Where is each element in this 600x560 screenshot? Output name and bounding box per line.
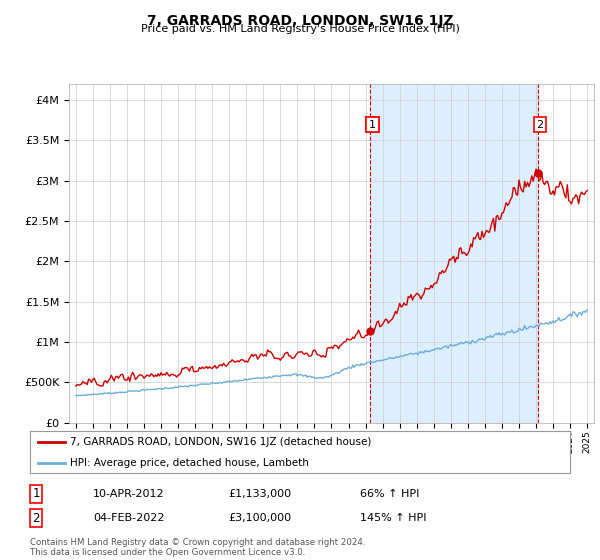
Text: 10-APR-2012: 10-APR-2012 <box>93 489 164 499</box>
Text: Price paid vs. HM Land Registry's House Price Index (HPI): Price paid vs. HM Land Registry's House … <box>140 24 460 34</box>
Text: HPI: Average price, detached house, Lambeth: HPI: Average price, detached house, Lamb… <box>71 458 310 468</box>
Text: £3,100,000: £3,100,000 <box>228 513 291 523</box>
Text: 04-FEB-2022: 04-FEB-2022 <box>93 513 164 523</box>
Text: 145% ↑ HPI: 145% ↑ HPI <box>360 513 427 523</box>
Text: 2: 2 <box>32 511 40 525</box>
Text: £1,133,000: £1,133,000 <box>228 489 291 499</box>
Text: Contains HM Land Registry data © Crown copyright and database right 2024.
This d: Contains HM Land Registry data © Crown c… <box>30 538 365 557</box>
Text: 66% ↑ HPI: 66% ↑ HPI <box>360 489 419 499</box>
Text: 2: 2 <box>536 120 544 130</box>
Text: 1: 1 <box>369 120 376 130</box>
Text: 1: 1 <box>32 487 40 501</box>
Text: 7, GARRADS ROAD, LONDON, SW16 1JZ: 7, GARRADS ROAD, LONDON, SW16 1JZ <box>146 14 454 28</box>
Text: 7, GARRADS ROAD, LONDON, SW16 1JZ (detached house): 7, GARRADS ROAD, LONDON, SW16 1JZ (detac… <box>71 437 372 447</box>
Text: 1: 1 <box>369 120 376 130</box>
Bar <box>370 84 538 423</box>
